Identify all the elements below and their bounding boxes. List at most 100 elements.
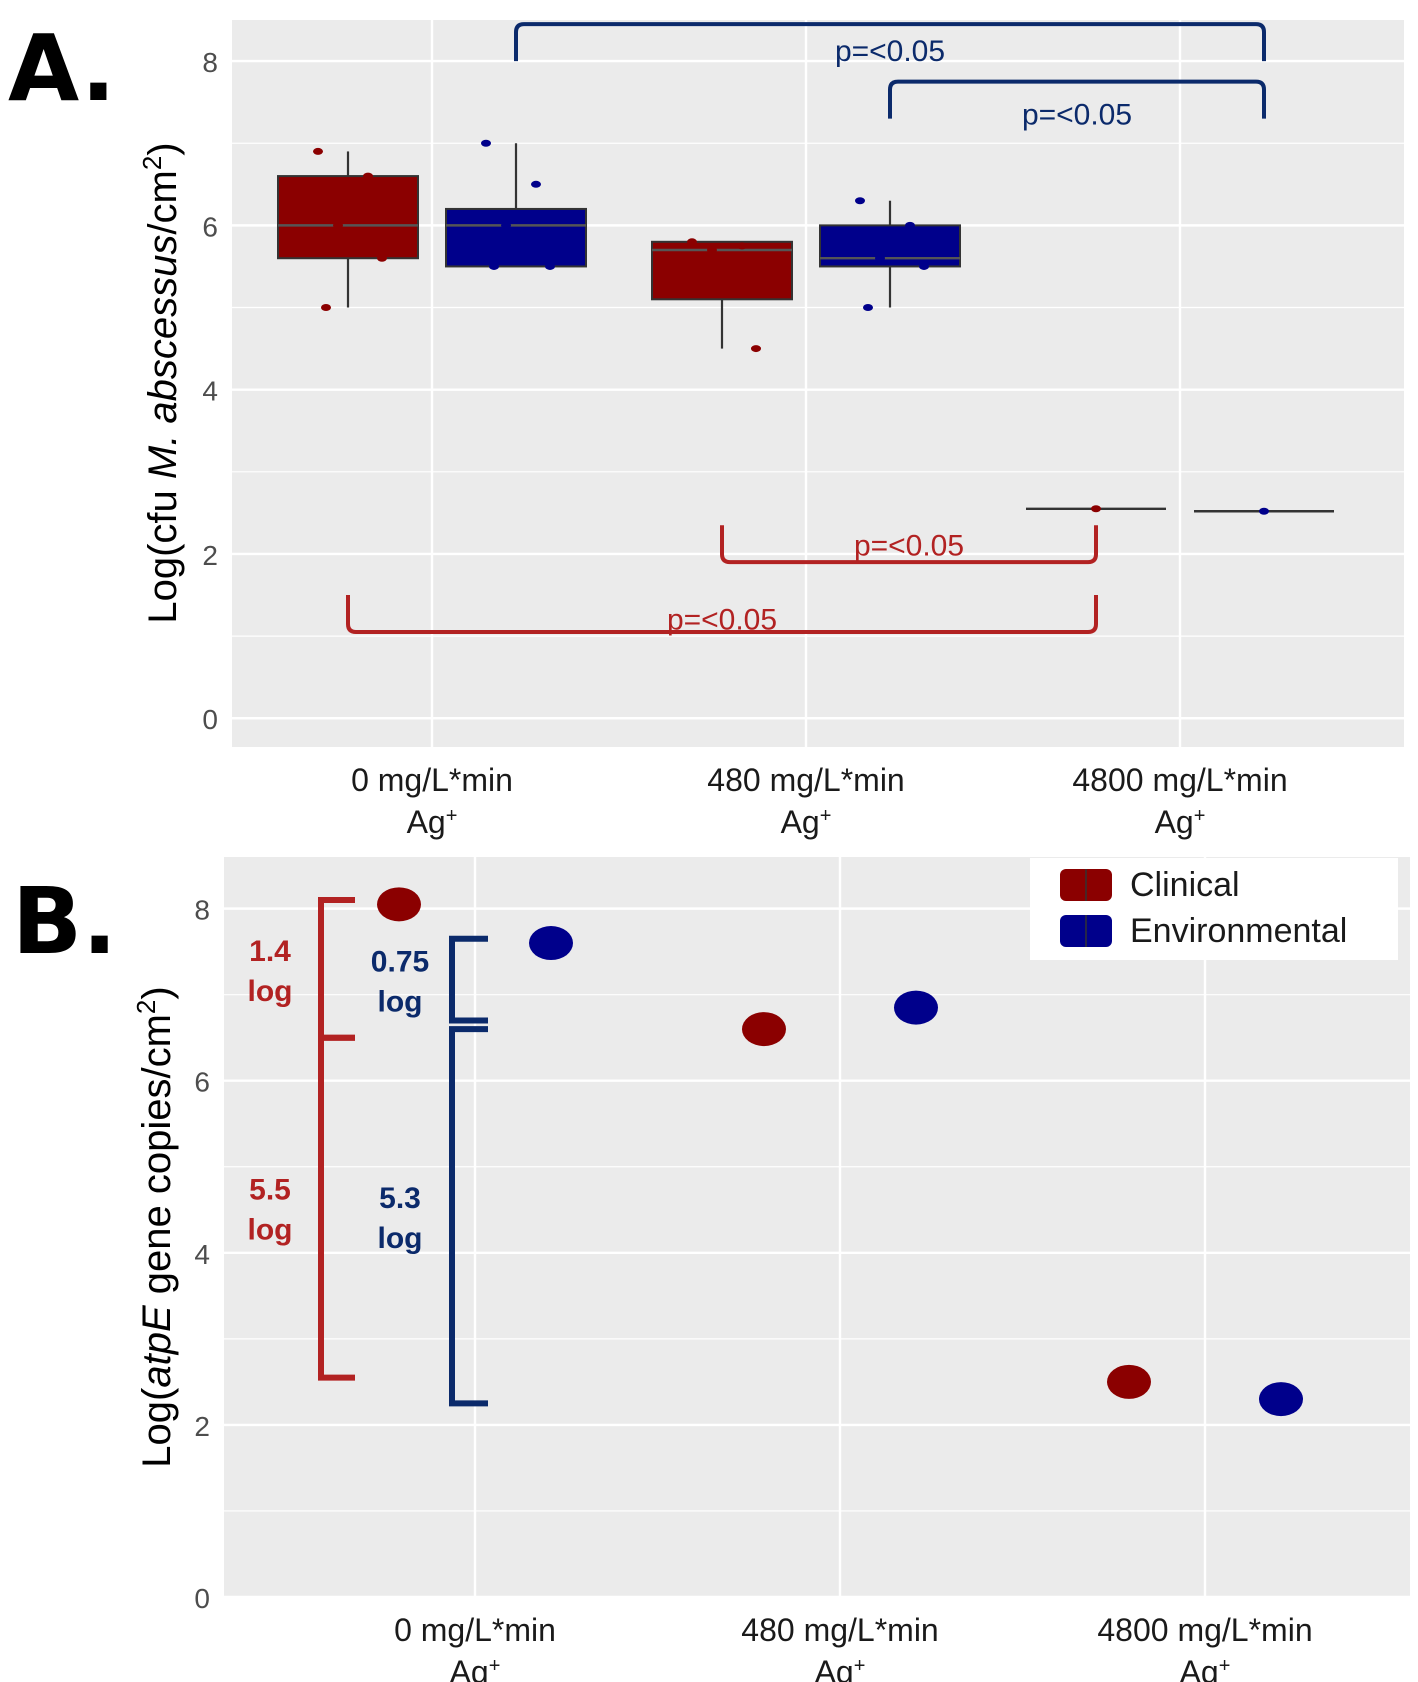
x-tick-unit-sup: + bbox=[1194, 805, 1206, 827]
log-bracket bbox=[449, 1026, 488, 1407]
data-point bbox=[481, 139, 491, 147]
data-point bbox=[377, 254, 387, 262]
data-point bbox=[875, 254, 885, 262]
x-tick-unit-sup: + bbox=[820, 805, 832, 827]
panel-letter: A. bbox=[8, 15, 116, 122]
x-tick-unit-base: Ag bbox=[1155, 804, 1194, 840]
significance-bracket bbox=[720, 525, 1098, 565]
y-tick-label: 6 bbox=[202, 211, 218, 242]
x-tick-unit-base: Ag bbox=[450, 1654, 489, 1682]
data-point bbox=[919, 262, 929, 270]
scatter-point bbox=[894, 990, 938, 1025]
y-axis-label-sup: 2 bbox=[131, 1000, 161, 1014]
y-axis-label-part: /cm bbox=[141, 170, 185, 234]
y-tick-label: 2 bbox=[202, 540, 218, 571]
data-point bbox=[751, 345, 761, 353]
box-body bbox=[651, 240, 793, 301]
data-point bbox=[363, 172, 373, 180]
y-tick-label: 8 bbox=[194, 895, 210, 926]
significance-bracket bbox=[346, 595, 1098, 634]
data-point bbox=[863, 304, 873, 312]
y-axis-label-italic: atpE bbox=[135, 1304, 179, 1388]
x-tick-label: 0 mg/L*min bbox=[351, 762, 513, 798]
y-tick-label: 2 bbox=[194, 1411, 210, 1442]
y-tick-label: 4 bbox=[194, 1239, 210, 1270]
x-tick-label: 480 mg/L*min bbox=[741, 1612, 938, 1648]
x-tick-unit-base: Ag bbox=[407, 804, 446, 840]
y-axis-label: Log(cfu M. abscessus/cm2) bbox=[137, 142, 185, 623]
scatter-point bbox=[377, 887, 421, 922]
x-tick-label-unit: Ag+ bbox=[450, 1654, 501, 1682]
x-tick-unit-sup: + bbox=[854, 1655, 866, 1677]
significance-bracket bbox=[888, 79, 1266, 119]
x-tick-unit-base: Ag bbox=[815, 1654, 854, 1682]
box-body bbox=[277, 175, 419, 260]
log-annotation-label: log bbox=[248, 1214, 293, 1247]
y-tick-label: 6 bbox=[194, 1067, 210, 1098]
data-point bbox=[905, 221, 915, 229]
log-annotation-label: 5.5 bbox=[249, 1174, 291, 1207]
log-annotation-label: log bbox=[378, 1222, 423, 1255]
y-axis-label-italic: M. abscessus bbox=[141, 235, 185, 480]
significance-label: p=<0.05 bbox=[835, 35, 945, 68]
panel-letter: B. bbox=[12, 868, 117, 975]
y-axis-label-sup: 2 bbox=[137, 156, 167, 170]
x-tick-label-unit: Ag+ bbox=[781, 804, 832, 840]
x-tick-label: 480 mg/L*min bbox=[707, 762, 904, 798]
log-annotation-label: 5.3 bbox=[379, 1182, 421, 1215]
data-point bbox=[501, 221, 511, 229]
x-tick-unit-base: Ag bbox=[781, 804, 820, 840]
data-point bbox=[855, 197, 865, 205]
log-bracket bbox=[318, 1034, 355, 1381]
y-axis-label-part: Log(cfu bbox=[141, 479, 185, 624]
scatter-point bbox=[742, 1012, 786, 1047]
legend-label: Clinical bbox=[1130, 866, 1240, 904]
legend: Clinical Environmental bbox=[1030, 858, 1398, 960]
data-point bbox=[545, 262, 555, 270]
x-tick-label-unit: Ag+ bbox=[1155, 804, 1206, 840]
significance-label: p=<0.05 bbox=[854, 530, 964, 563]
data-point bbox=[737, 242, 747, 250]
y-tick-label: 0 bbox=[202, 704, 218, 735]
x-tick-label: 4800 mg/L*min bbox=[1072, 762, 1287, 798]
x-tick-label: 0 mg/L*min bbox=[394, 1612, 556, 1648]
x-tick-unit-sup: + bbox=[446, 805, 458, 827]
data-point bbox=[1259, 507, 1269, 515]
log-annotation-label: 1.4 bbox=[249, 935, 291, 968]
data-point bbox=[531, 180, 541, 188]
scatter-point bbox=[1259, 1382, 1303, 1417]
legend-label: Environmental bbox=[1130, 912, 1347, 950]
plot-background bbox=[232, 20, 1404, 747]
significance-label: p=<0.05 bbox=[667, 604, 777, 637]
log-annotation-label: log bbox=[248, 975, 293, 1008]
data-point bbox=[489, 262, 499, 270]
plot-background bbox=[224, 857, 1410, 1597]
log-annotation-label: log bbox=[378, 986, 423, 1019]
x-tick-unit-base: Ag bbox=[1180, 1654, 1219, 1682]
x-tick-label: 4800 mg/L*min bbox=[1097, 1612, 1312, 1648]
x-tick-label-unit: Ag+ bbox=[815, 1654, 866, 1682]
data-point bbox=[313, 147, 323, 155]
y-axis-label-part: ) bbox=[141, 142, 185, 155]
data-point bbox=[321, 304, 331, 312]
y-axis-label-part: ) bbox=[135, 986, 179, 999]
y-axis-label: Log(atpE gene copies/cm2) bbox=[131, 986, 179, 1467]
x-tick-unit-sup: + bbox=[1219, 1655, 1231, 1677]
x-tick-label-unit: Ag+ bbox=[1180, 1654, 1231, 1682]
x-tick-unit-sup: + bbox=[489, 1655, 501, 1677]
y-axis-label-part: Log( bbox=[135, 1387, 179, 1468]
box-body bbox=[445, 207, 587, 268]
data-point bbox=[687, 238, 697, 246]
data-point bbox=[707, 246, 717, 254]
data-point bbox=[333, 221, 343, 229]
scatter-point bbox=[1107, 1364, 1151, 1399]
data-point bbox=[1091, 505, 1101, 513]
significance-bracket bbox=[514, 22, 1266, 62]
log-annotation-label: 0.75 bbox=[371, 946, 429, 979]
y-axis-label-part: gene copies/cm bbox=[135, 1014, 179, 1305]
log-bracket bbox=[449, 935, 488, 1024]
significance-label: p=<0.05 bbox=[1022, 98, 1132, 131]
